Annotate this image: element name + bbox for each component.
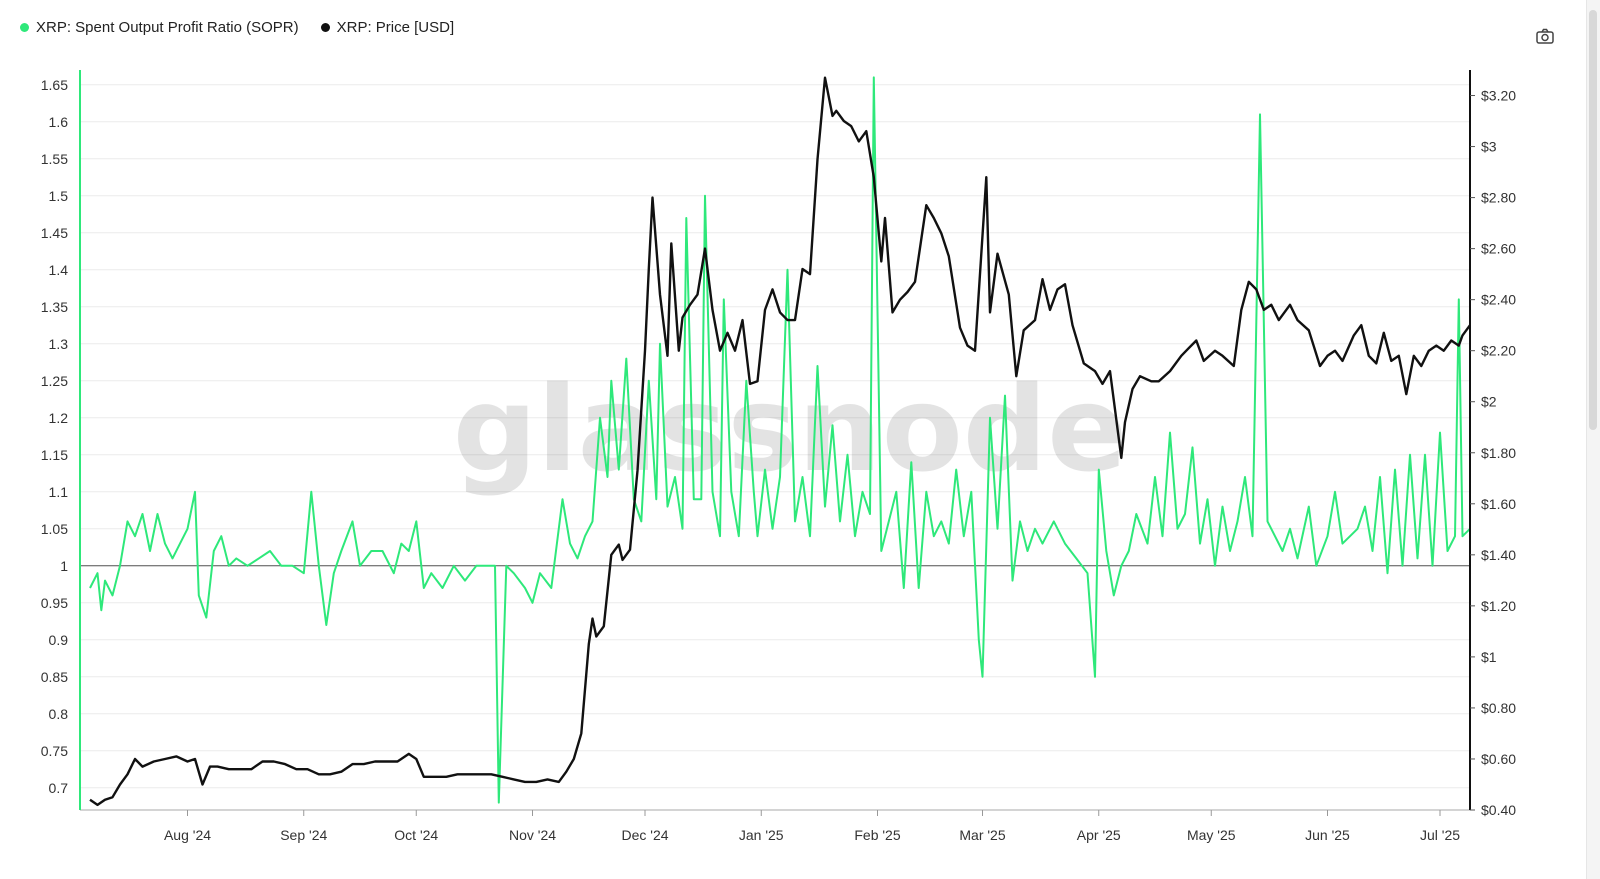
left-axis-tick-label: 0.8 <box>49 706 69 722</box>
legend-item-price[interactable]: XRP: Price [USD] <box>320 19 455 36</box>
right-axis-tick-label: $1 <box>1481 649 1497 665</box>
left-axis-tick-label: 1.65 <box>41 77 68 93</box>
left-axis-tick-label: 1.3 <box>49 336 69 352</box>
price-legend-label: XRP: Price [USD] <box>336 19 455 36</box>
sopr-legend-label: XRP: Spent Output Profit Ratio (SOPR) <box>36 19 299 36</box>
sopr-legend-dot <box>20 23 29 32</box>
sopr-series-line <box>89 76 1471 804</box>
left-axis-ticks: 0.7 0.75 0.8 0.85 0.9 0.95 1 1.05 1.1 1.15 1.2 1.25… <box>41 77 68 796</box>
right-axis-tick-label: $3 <box>1481 139 1497 155</box>
x-axis-tick-label: Dec '24 <box>621 827 668 843</box>
right-axis-ticks: $0.40 $0.60 $0.80 $1 $1.20 $1.40 $1.60 $1.80 $2 $… <box>1470 88 1516 818</box>
right-axis-tick-label: $3.20 <box>1481 88 1516 104</box>
left-axis-tick-label: 0.75 <box>41 743 68 759</box>
right-axis-tick-label: $0.40 <box>1481 802 1516 818</box>
right-axis-tick-label: $2.60 <box>1481 241 1516 257</box>
left-axis-tick-label: 1.05 <box>41 521 68 537</box>
right-axis-tick-label: $1.40 <box>1481 547 1516 563</box>
price-series-line <box>89 76 1471 807</box>
x-axis-tick-label: Mar '25 <box>959 827 1005 843</box>
x-axis-tick-label: Apr '25 <box>1077 827 1121 843</box>
legend: XRP: Spent Output Profit Ratio (SOPR) XR… <box>20 19 454 36</box>
right-axis-tick-label: $2.40 <box>1481 292 1516 308</box>
x-axis-tick-label: Nov '24 <box>509 827 556 843</box>
left-axis-tick-label: 1.45 <box>41 225 68 241</box>
legend-item-sopr[interactable]: XRP: Spent Output Profit Ratio (SOPR) <box>20 19 299 36</box>
series-lines <box>89 76 1471 807</box>
left-axis-tick-label: 1 <box>60 558 68 574</box>
axes <box>79 70 1471 811</box>
left-axis-tick-label: 0.95 <box>41 595 68 611</box>
right-axis-tick-label: $2.20 <box>1481 343 1516 359</box>
left-axis-tick-label: 1.35 <box>41 299 68 315</box>
right-axis-tick-label: $1.80 <box>1481 445 1516 461</box>
right-axis-tick-label: $1.60 <box>1481 496 1516 512</box>
x-axis-tick-label: Oct '24 <box>394 827 438 843</box>
right-axis-tick-label: $1.20 <box>1481 598 1516 614</box>
left-axis-tick-label: 1.1 <box>49 484 69 500</box>
left-axis-tick-label: 1.25 <box>41 373 68 389</box>
right-axis-tick-label: $2.80 <box>1481 190 1516 206</box>
x-axis-tick-label: Jul '25 <box>1420 827 1460 843</box>
scrollbar-thumb[interactable] <box>1589 10 1597 430</box>
x-axis-tick-label: Aug '24 <box>164 827 211 843</box>
price-legend-dot <box>320 23 330 32</box>
left-axis-tick-label: 1.2 <box>49 410 69 426</box>
left-axis-tick-label: 0.7 <box>49 780 69 796</box>
right-axis-tick-label: $2 <box>1481 394 1497 410</box>
camera-icon[interactable] <box>1536 28 1554 49</box>
grid-lines <box>80 84 1470 789</box>
left-axis-tick-label: 0.85 <box>41 669 68 685</box>
x-axis-ticks: Aug '24 Sep '24 Oct '24 Nov '24 Dec '24 Jan '… <box>164 810 1460 843</box>
x-axis-tick-label: May '25 <box>1187 827 1236 843</box>
left-axis-tick-label: 0.9 <box>49 632 69 648</box>
x-axis-tick-label: Jun '25 <box>1305 827 1350 843</box>
right-axis-tick-label: $0.80 <box>1481 700 1516 716</box>
left-axis-tick-label: 1.55 <box>41 151 68 167</box>
left-axis-tick-label: 1.4 <box>49 262 69 278</box>
right-axis-tick-label: $0.60 <box>1481 751 1516 767</box>
left-axis-tick-label: 1.6 <box>49 114 69 130</box>
x-axis-tick-label: Sep '24 <box>280 827 327 843</box>
x-axis-tick-label: Feb '25 <box>854 827 900 843</box>
left-axis-tick-label: 1.15 <box>41 447 68 463</box>
left-axis-tick-label: 1.5 <box>49 188 69 204</box>
x-axis-tick-label: Jan '25 <box>739 827 784 843</box>
